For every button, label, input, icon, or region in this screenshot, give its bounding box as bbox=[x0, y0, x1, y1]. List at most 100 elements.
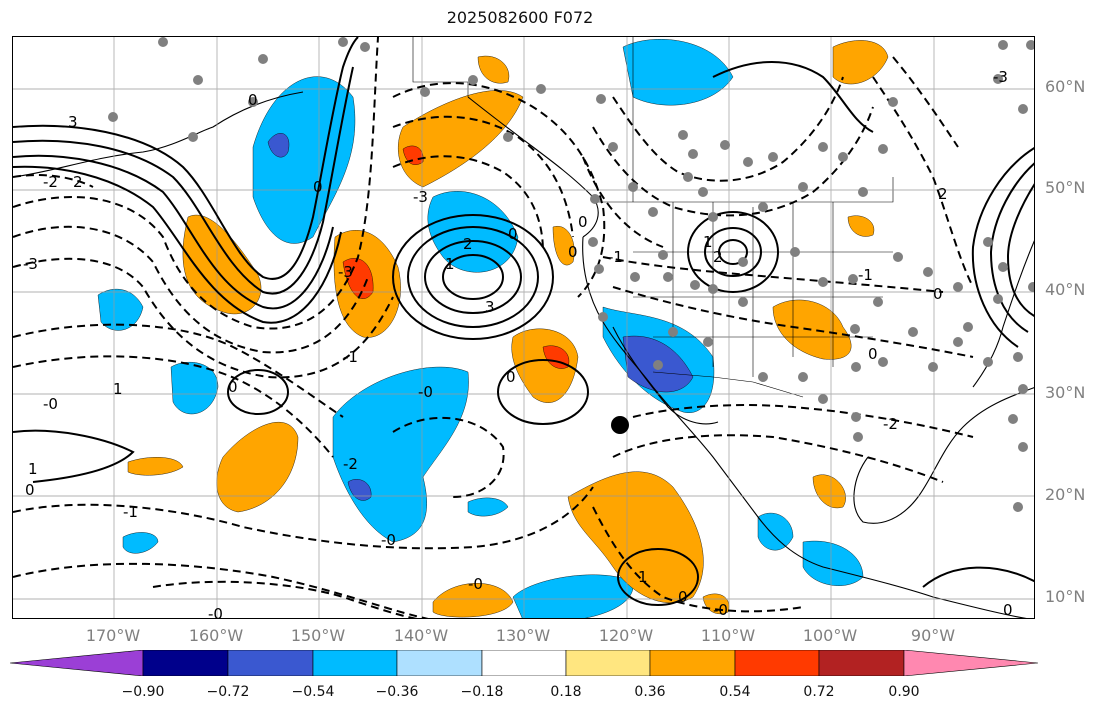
contour-solid-west bbox=[13, 429, 135, 483]
label-0-se: 0 bbox=[1003, 601, 1013, 619]
map-area[interactable]: 3 2 -2 -3 2 3 1 0 -3 1 2 -1 0 0 1 -0 1 0… bbox=[12, 36, 1035, 619]
label-high-1: 1 bbox=[703, 233, 713, 251]
positive-region-south-w bbox=[432, 583, 514, 618]
label-0-ring: 0 bbox=[506, 368, 516, 386]
positive-region-west bbox=[182, 214, 262, 315]
contour-dashed-14 bbox=[602, 256, 944, 293]
contour-solid-ne bbox=[712, 61, 874, 133]
contour-solid-east-3 bbox=[1006, 183, 1034, 317]
lon-label-110w: 110°W bbox=[700, 626, 756, 645]
label-neg0-se: -0 bbox=[713, 601, 728, 619]
lat-label-30: 30°N bbox=[1045, 383, 1086, 402]
colorbar-segment-10 bbox=[818, 650, 905, 676]
label-low-3: 3 bbox=[485, 298, 495, 316]
label-neg1-coast: -1 bbox=[608, 248, 623, 266]
colorbar-segment-4 bbox=[312, 650, 398, 676]
map-svg: 3 2 -2 -3 2 3 1 0 -3 1 2 -1 0 0 1 -0 1 0… bbox=[13, 37, 1034, 619]
negative-region-core-2 bbox=[347, 479, 372, 501]
contour-dashed-2 bbox=[13, 225, 369, 354]
negative-region-core-1 bbox=[267, 133, 290, 158]
contour-dashed-6 bbox=[13, 486, 594, 550]
negative-region-gulf-alaska bbox=[252, 76, 356, 244]
label-0-sw: 0 bbox=[25, 481, 35, 499]
contour-dashed-16 bbox=[632, 404, 974, 438]
border-line-10 bbox=[412, 37, 469, 97]
label-low-2: 2 bbox=[463, 235, 473, 253]
shaded-regions bbox=[97, 39, 889, 618]
positive-region-south bbox=[567, 471, 704, 604]
contour-solid-east-1 bbox=[971, 147, 1034, 348]
negative-region-small-3 bbox=[122, 532, 159, 554]
label-neg2-ne: 2 bbox=[938, 185, 948, 203]
contour-low-mid bbox=[407, 226, 539, 328]
label-neg2-se: -2 bbox=[883, 415, 898, 433]
lat-label-50: 50°N bbox=[1045, 178, 1086, 197]
lon-label-160w: 160°W bbox=[188, 626, 244, 645]
contour-dashed-20 bbox=[892, 56, 959, 148]
contour-dashed-11 bbox=[612, 76, 844, 182]
colorbar-tick-6: 0.18 bbox=[550, 684, 582, 700]
colorbar-segment-7 bbox=[565, 650, 651, 676]
solid-contours bbox=[13, 37, 1034, 606]
label-1-sw: 1 bbox=[28, 460, 38, 478]
positive-region-west-south bbox=[216, 421, 299, 513]
label-neg3-west: -3 bbox=[23, 255, 38, 273]
positive-region-north-2 bbox=[477, 55, 510, 84]
label-0-east: 0 bbox=[868, 345, 878, 363]
positive-region-small-3 bbox=[847, 215, 875, 237]
contour-high-3 bbox=[718, 239, 748, 265]
contour-dashed-1 bbox=[13, 37, 379, 330]
negative-region-low bbox=[427, 191, 519, 273]
dashed-contours bbox=[13, 37, 974, 618]
label-neg3-north: -3 bbox=[413, 188, 428, 206]
lon-label-140w: 140°W bbox=[393, 626, 449, 645]
location-marker bbox=[611, 416, 629, 434]
contour-solid-east-2 bbox=[989, 162, 1034, 333]
positive-region-east bbox=[772, 299, 852, 360]
negative-region-south-3 bbox=[802, 540, 864, 586]
colorbar-segment-5 bbox=[396, 650, 483, 676]
colorbar-tick-3: −0.54 bbox=[291, 684, 335, 700]
contour-low-inner bbox=[424, 240, 522, 314]
contour-dashed-19 bbox=[872, 76, 974, 288]
colorbar-segment-8 bbox=[649, 650, 736, 676]
graticule bbox=[13, 37, 1034, 618]
label-0-coast: 0 bbox=[568, 243, 578, 261]
label-0-east-2: 0 bbox=[933, 285, 943, 303]
label-low-1: 1 bbox=[445, 255, 455, 273]
colorbar-segment-3 bbox=[227, 650, 314, 676]
lon-label-120w: 120°W bbox=[598, 626, 654, 645]
contour-solid-4 bbox=[13, 165, 342, 324]
colorbar-tick-1: −0.90 bbox=[121, 684, 165, 700]
label-low-0: 0 bbox=[508, 225, 518, 243]
contour-solid-se bbox=[922, 566, 1034, 588]
contour-dashed-17 bbox=[612, 434, 944, 483]
contour-dashed-5 bbox=[13, 355, 334, 458]
label-neg3-mid: -3 bbox=[338, 263, 353, 281]
label-neg1-east: -1 bbox=[858, 266, 873, 284]
lon-label-100w: 100°W bbox=[802, 626, 858, 645]
label-neg3-ne: -3 bbox=[993, 68, 1008, 86]
positive-region-ne bbox=[832, 40, 889, 85]
colorbar-tick-7: 0.36 bbox=[634, 684, 666, 700]
contour-labels: 3 2 -2 -3 2 3 1 0 -3 1 2 -1 0 0 1 -0 1 0… bbox=[23, 68, 1013, 619]
label-2: 2 bbox=[73, 173, 83, 191]
label-neg0-bottom: -0 bbox=[208, 605, 223, 619]
contour-dashed-7 bbox=[13, 562, 429, 618]
positive-region-small-1 bbox=[552, 226, 575, 266]
label-neg0-mid: -0 bbox=[418, 383, 433, 401]
colorbar-tick-9: 0.72 bbox=[803, 684, 835, 700]
label-0-ak-2: 0 bbox=[313, 178, 323, 196]
label-neg1-mid: -1 bbox=[343, 348, 358, 366]
contour-high-2 bbox=[704, 227, 762, 277]
label-0-mid: 0 bbox=[228, 378, 238, 396]
coastline-gulf-mexico bbox=[853, 387, 1034, 524]
lat-label-40: 40°N bbox=[1045, 280, 1086, 299]
lon-label-130w: 130°W bbox=[495, 626, 551, 645]
contour-dashed-4 bbox=[13, 323, 344, 418]
label-1-west: 1 bbox=[113, 380, 123, 398]
contour-dashed-18 bbox=[592, 506, 804, 613]
contour-dashed-13 bbox=[582, 156, 664, 248]
contour-dashed-9 bbox=[392, 115, 574, 238]
label-1-south: 1 bbox=[638, 568, 648, 586]
